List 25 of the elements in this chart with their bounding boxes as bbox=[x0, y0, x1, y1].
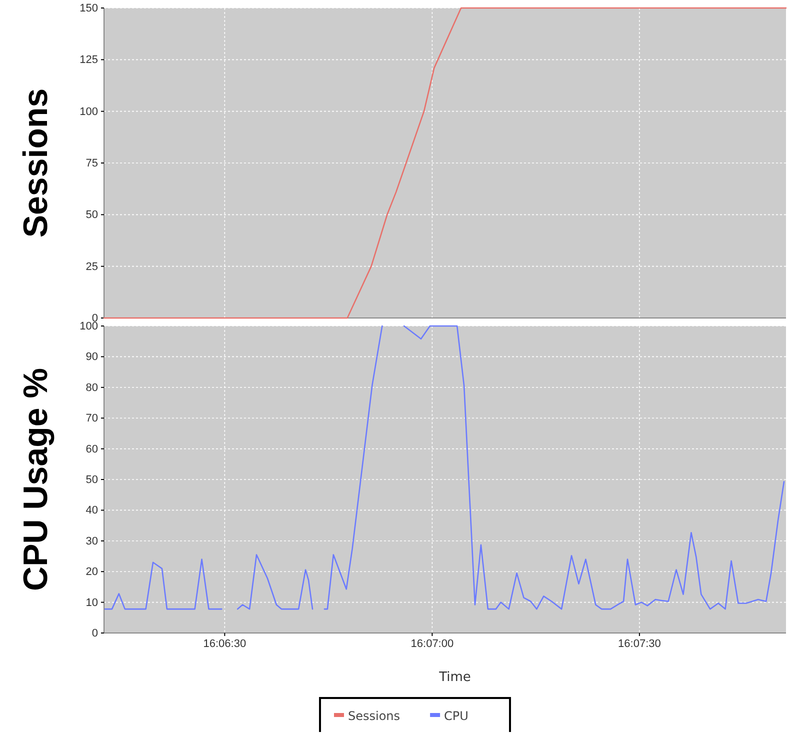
y-axis-title: CPU Usage % bbox=[17, 368, 55, 591]
y-tick-label: 30 bbox=[86, 535, 98, 548]
x-axis-title: Time bbox=[438, 670, 471, 685]
y-tick-label: 100 bbox=[80, 106, 98, 118]
y-tick-label: 150 bbox=[80, 2, 98, 15]
y-tick-label: 20 bbox=[86, 566, 98, 578]
x-tick-label: 16:07:30 bbox=[618, 638, 661, 650]
x-tick-label: 16:07:00 bbox=[410, 638, 454, 650]
y-tick-label: 0 bbox=[92, 628, 98, 640]
y-tick-label: 80 bbox=[86, 382, 98, 394]
legend-label: CPU bbox=[444, 709, 468, 723]
legend-label: Sessions bbox=[348, 709, 400, 723]
y-tick-label: 75 bbox=[86, 158, 98, 170]
y-tick-label: 125 bbox=[80, 54, 98, 66]
y-tick-label: 50 bbox=[86, 209, 98, 222]
y-tick-label: 40 bbox=[86, 504, 98, 517]
y-axis-title: Sessions bbox=[17, 88, 55, 238]
y-tick-label: 90 bbox=[86, 351, 98, 364]
x-tick-label: 16:06:30 bbox=[203, 638, 246, 650]
y-tick-label: 50 bbox=[86, 474, 98, 486]
y-tick-label: 10 bbox=[86, 596, 98, 609]
line-series bbox=[103, 7, 787, 319]
y-tick-label: 70 bbox=[86, 412, 98, 425]
y-tick-label: 60 bbox=[86, 443, 98, 456]
y-tick-label: 25 bbox=[86, 260, 98, 273]
